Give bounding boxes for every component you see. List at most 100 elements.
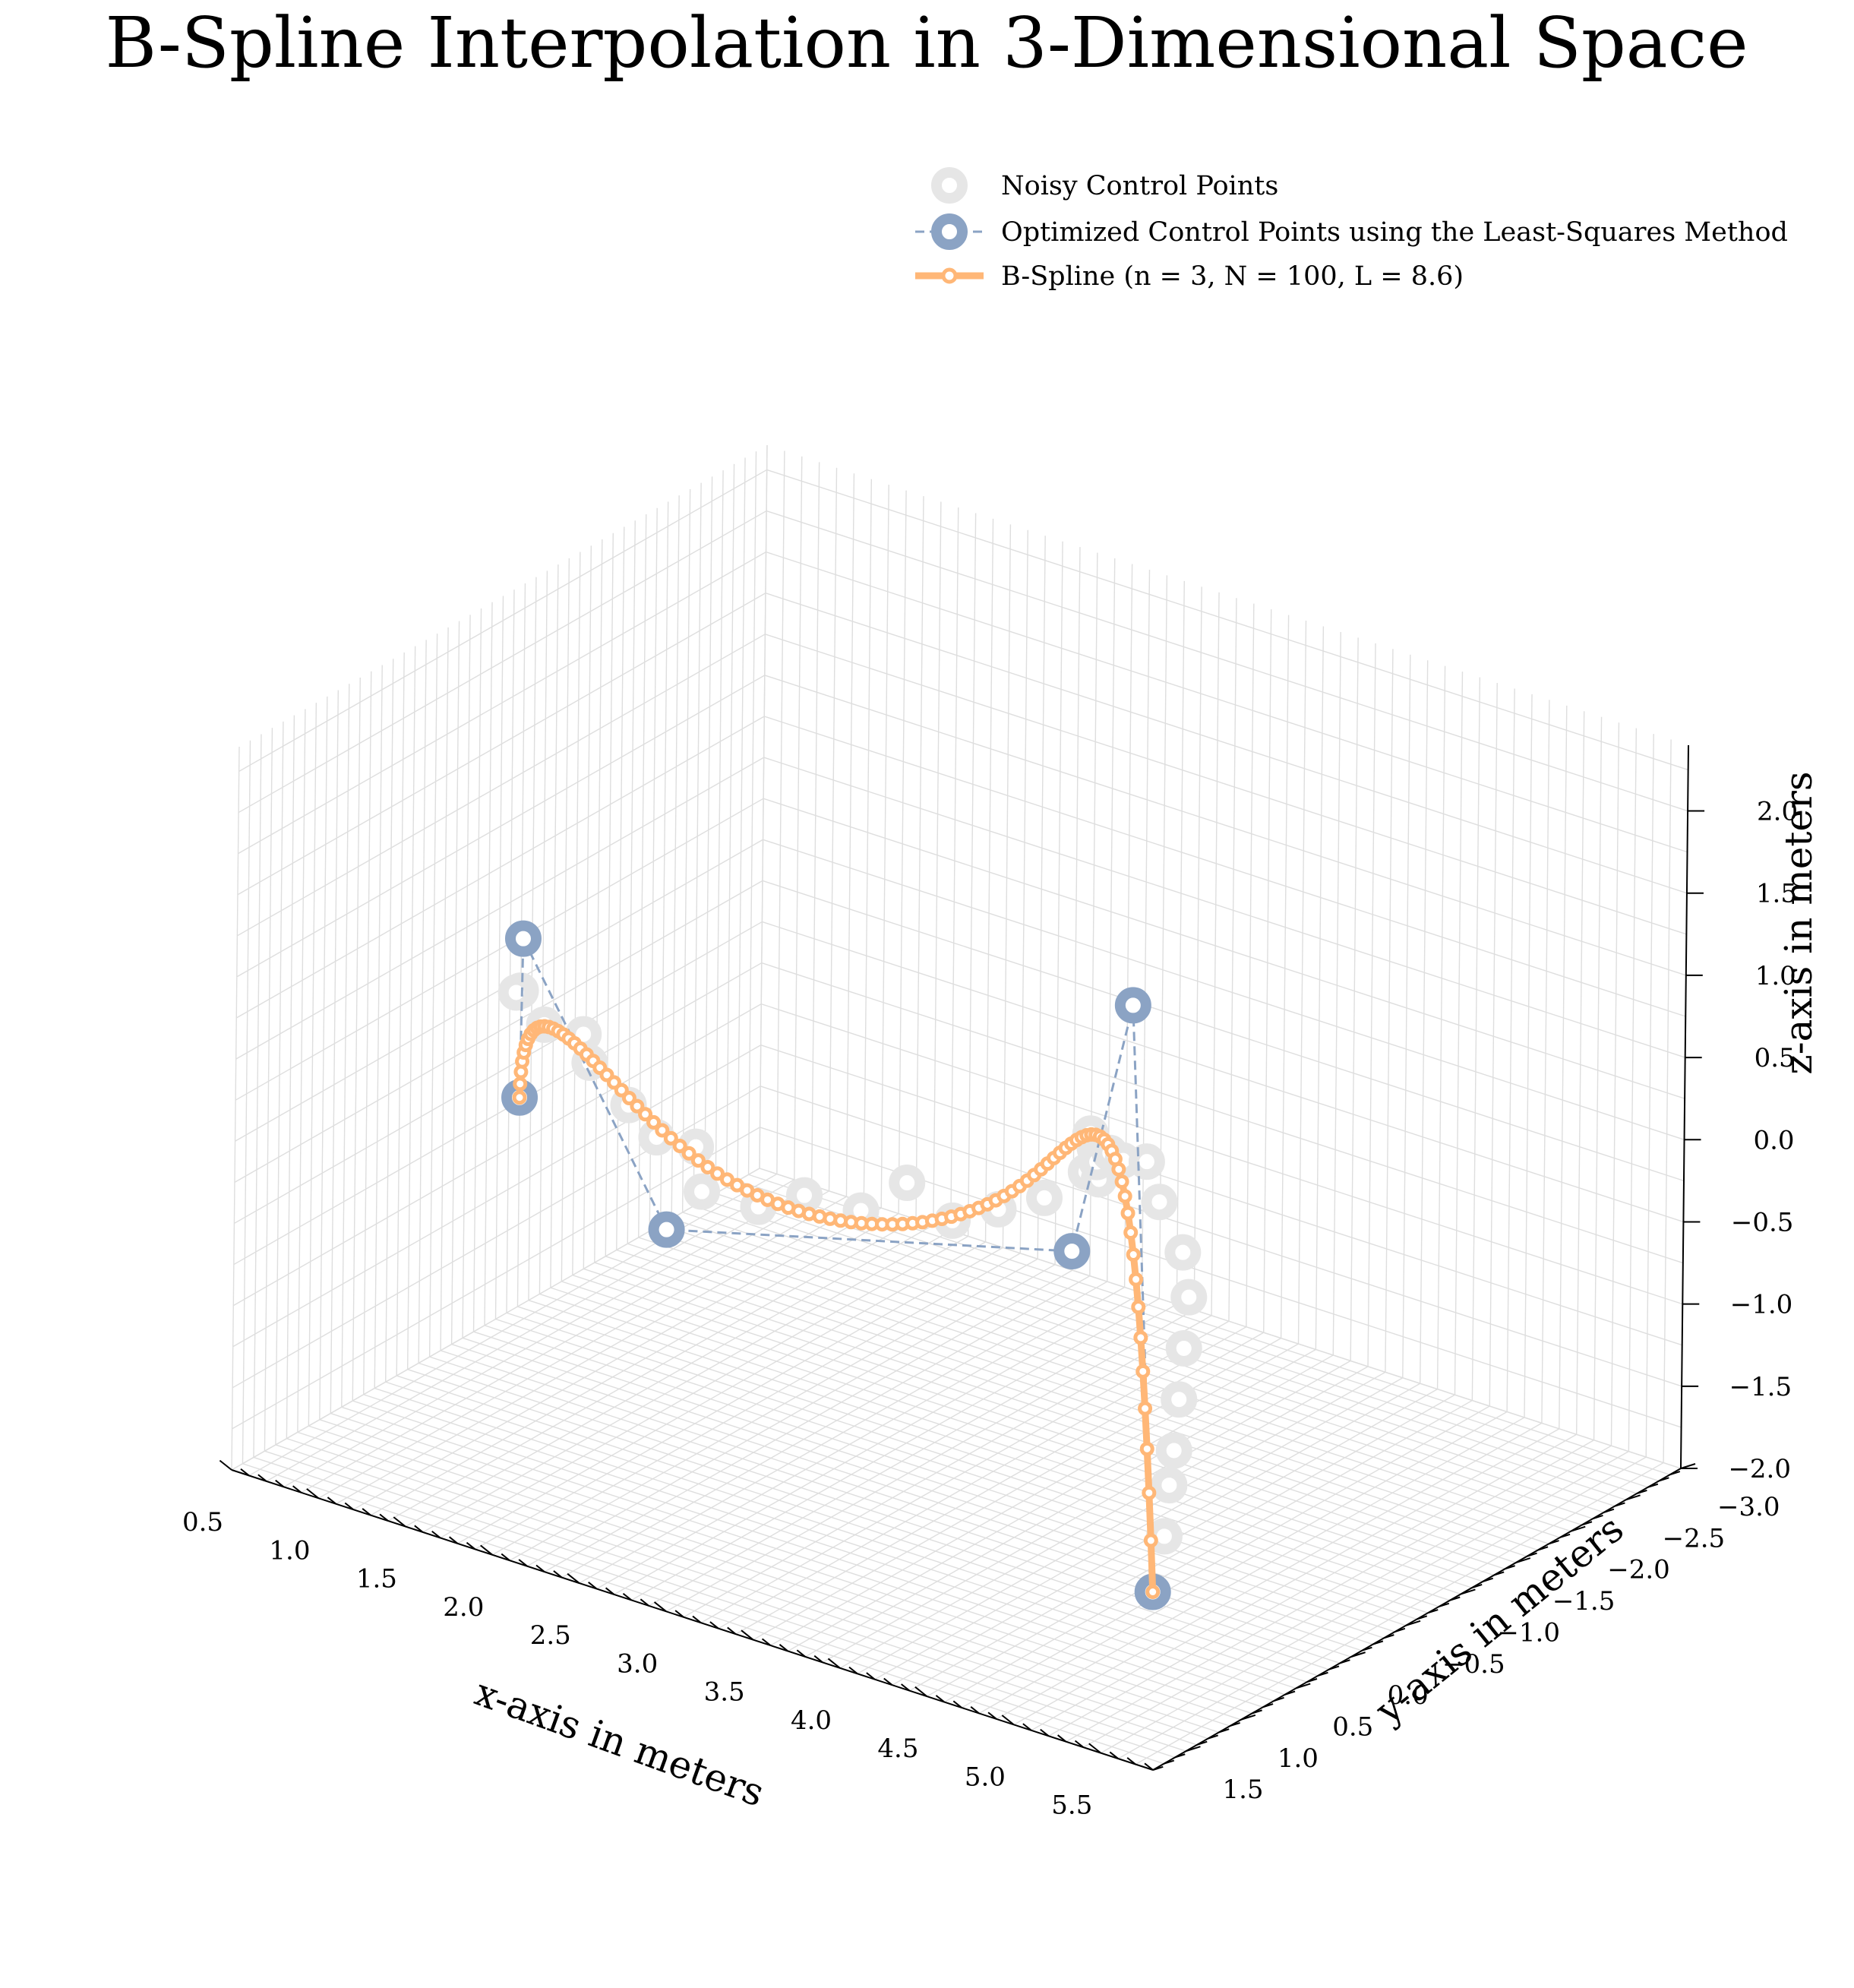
legend-item-control: Optimized Control Points using the Least…	[915, 213, 1788, 250]
x-tick-label: 1.5	[356, 1564, 397, 1595]
grid-line-y-floor	[253, 1456, 1176, 1759]
grid-line-y-left	[396, 652, 405, 1376]
grid-line-x-back	[1541, 700, 1550, 1424]
y-axis-tick	[1339, 1659, 1350, 1664]
control-point	[1053, 1233, 1091, 1270]
grid-line-y-floor	[275, 1444, 1198, 1746]
y-axis-tick	[1559, 1533, 1571, 1538]
grid-line-y-floor	[297, 1431, 1220, 1734]
grid-line-y-left	[385, 659, 394, 1383]
grid-line-y-floor	[550, 1287, 1473, 1588]
grid-line-y-floor	[627, 1243, 1549, 1544]
x-axis-tick	[588, 1582, 598, 1590]
grid-line-z-left	[232, 1045, 762, 1348]
grid-line-y-left	[715, 470, 724, 1194]
control-point	[648, 1211, 685, 1248]
grid-line-y-floor	[539, 1293, 1461, 1595]
z-tick-label: −1.5	[1729, 1372, 1792, 1402]
y-axis-tick	[1658, 1477, 1669, 1482]
y-axis-tick	[1592, 1515, 1603, 1520]
grid-line-x-back	[1315, 626, 1325, 1350]
grid-line-y-left	[275, 721, 284, 1445]
grid-line-y-floor	[517, 1306, 1439, 1607]
grid-line-x-back	[845, 473, 855, 1197]
x-axis-tick	[567, 1572, 580, 1584]
grid-line-x-back	[933, 501, 942, 1225]
grid-line-y-left	[231, 746, 240, 1471]
axis-panes	[232, 445, 1688, 1770]
y-axis-tick	[1240, 1714, 1256, 1721]
grid-line-y-left	[297, 709, 306, 1433]
grid-line-x-back	[776, 450, 785, 1174]
grid-line-y-left	[737, 457, 746, 1181]
x-axis-tick	[501, 1553, 510, 1562]
z-tick-label: 1.0	[1755, 961, 1796, 991]
grid-line-x-back	[1402, 654, 1411, 1378]
grid-line-x-back	[1471, 677, 1481, 1401]
y-axis-tick	[1427, 1609, 1439, 1614]
y-axis-tick	[1350, 1651, 1366, 1658]
y-axis-tick	[1581, 1521, 1593, 1526]
spline-point	[614, 1082, 629, 1098]
x-axis-tick	[292, 1485, 302, 1493]
x-tick-label: 1.0	[269, 1535, 310, 1566]
series-b-spline	[512, 1019, 1161, 1600]
legend-marker-spline	[941, 267, 958, 284]
noisy-point	[497, 974, 535, 1011]
grid-line-y-left	[594, 539, 603, 1263]
grid-line-y-left	[406, 646, 416, 1370]
grid-line-x-back	[1663, 739, 1672, 1463]
x-axis-tick	[414, 1525, 424, 1533]
x-axis-tick	[362, 1508, 371, 1516]
grid-line-x-back	[863, 479, 873, 1203]
x-axis-tick	[1074, 1740, 1085, 1748]
grid-line-z-left	[238, 510, 767, 814]
grid-line-z-left	[234, 921, 763, 1225]
grid-line-x-back	[1454, 672, 1464, 1395]
noisy-point	[1128, 1143, 1165, 1180]
control-polygon	[518, 937, 1154, 1592]
spline-point	[1138, 1401, 1153, 1416]
grid-line-z-back	[763, 757, 1685, 1058]
grid-line-y-floor	[319, 1419, 1242, 1721]
y-tick-label: 1.5	[1222, 1775, 1263, 1805]
grid-line-x-back	[1297, 621, 1307, 1345]
grid-line-x-back	[1193, 586, 1202, 1310]
noisy-point	[1025, 1179, 1063, 1216]
z-tick-label: −2.0	[1728, 1454, 1791, 1484]
spline-point	[1129, 1272, 1144, 1287]
spline-point	[630, 1098, 645, 1114]
x-axis-tick	[448, 1536, 459, 1544]
grid-line-z-left	[237, 634, 766, 937]
grid-line-x-back	[1436, 665, 1446, 1389]
spline-point	[710, 1166, 725, 1181]
y-tick-label: 0.0	[1388, 1680, 1429, 1711]
y-axis-tick	[1537, 1546, 1549, 1551]
legend: Noisy Control Points Optimized Control P…	[915, 167, 1788, 292]
y-axis-tick	[1439, 1602, 1450, 1607]
y-axis-tick	[1505, 1565, 1515, 1570]
x-axis-tick	[1022, 1723, 1032, 1731]
grid-line-z-back	[764, 716, 1686, 1017]
grid-line-x-back	[1489, 683, 1498, 1407]
y-axis-tick	[1636, 1489, 1647, 1495]
grid-line-y-floor	[528, 1300, 1451, 1601]
grid-line-x-back	[1228, 598, 1237, 1322]
grid-line-y-left	[539, 570, 548, 1294]
grid-line-z-back	[763, 839, 1685, 1140]
x-axis-tick	[1144, 1762, 1154, 1771]
x-axis-tick	[674, 1610, 684, 1618]
x-tick-label: 5.0	[965, 1762, 1006, 1792]
grid-line-x-back	[794, 456, 803, 1180]
x-axis-tick	[779, 1644, 788, 1652]
legend-item-noisy: Noisy Control Points	[931, 167, 1278, 204]
x-tick-label: 3.5	[704, 1677, 745, 1708]
spline-point	[1120, 1206, 1135, 1221]
grid-line-y-floor	[616, 1249, 1538, 1551]
grid-line-y-left	[747, 451, 757, 1175]
x-axis-tick	[952, 1700, 962, 1708]
grid-line-y-floor	[572, 1274, 1495, 1576]
x-axis-tick	[535, 1564, 545, 1572]
grid-line-z-left	[234, 880, 763, 1183]
